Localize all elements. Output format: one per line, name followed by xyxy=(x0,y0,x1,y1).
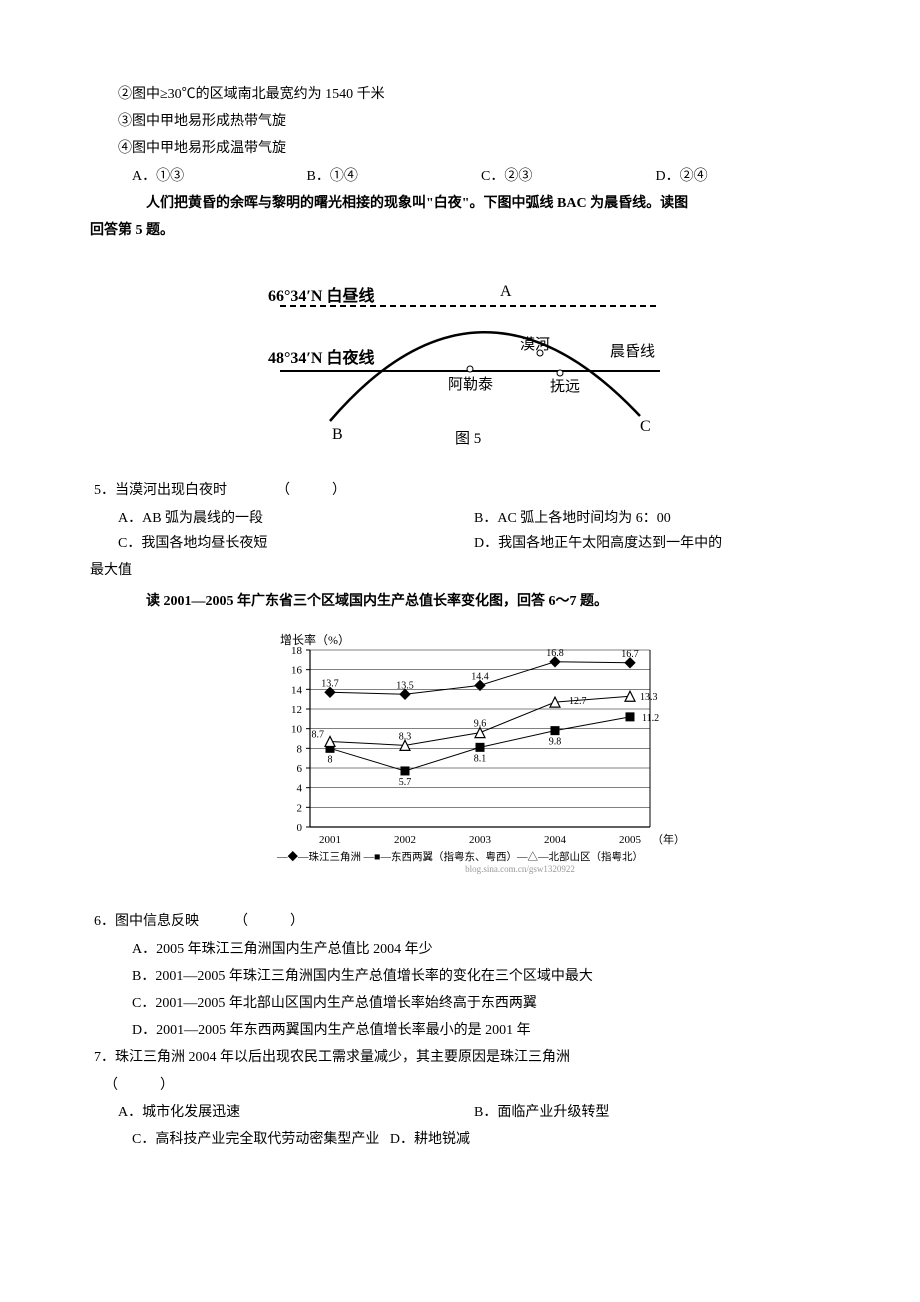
q6-opt-c: C．2001—2005 年北部山区国内生产总值增长率始终高于东西两翼 xyxy=(90,991,830,1016)
svg-text:8.1: 8.1 xyxy=(474,754,487,765)
fig5-caption: 图 5 xyxy=(455,430,481,447)
figure-5: 66°34′N 白昼线 48°34′N 白夜线 A B C 阿勒泰 漠河 抚远 … xyxy=(90,261,830,460)
q6-opt-a: A．2005 年珠江三角洲国内生产总值比 2004 年少 xyxy=(90,937,830,962)
svg-text:14.4: 14.4 xyxy=(471,672,489,683)
q5-opts-row2: C．我国各地均昼长夜短 D．我国各地正午太阳高度达到一年中的 xyxy=(90,531,830,556)
q5-stem: 5．当漠河出现白夜时 （ ） xyxy=(90,478,830,503)
frag-options-row: A．①③ B．①④ C．②③ D．②④ xyxy=(90,164,830,189)
svg-text:2005: 2005 xyxy=(619,834,642,846)
svg-text:12: 12 xyxy=(291,704,302,716)
svg-text:—◆—珠江三角洲 —■—东西两翼（指粤东、粤西）—△—北部山: —◆—珠江三角洲 —■—东西两翼（指粤东、粤西）—△—北部山区（指粤北） xyxy=(276,850,643,863)
svg-text:4: 4 xyxy=(297,783,303,795)
q7-opt-a: A．城市化发展迅速 xyxy=(90,1100,474,1125)
svg-text:16.8: 16.8 xyxy=(546,648,564,659)
svg-text:13.3: 13.3 xyxy=(640,692,658,703)
frag-opt-b: B．①④ xyxy=(307,164,482,189)
svg-text:8: 8 xyxy=(297,744,303,756)
q7-stem: 7．珠江三角洲 2004 年以后出现农民工需求量减少，其主要原因是珠江三角洲 xyxy=(90,1045,830,1070)
chart-svg: 增长率（%）0246810121416182001200220032004200… xyxy=(240,632,680,882)
q5-opt-b: B．AC 弧上各地时间均为 6：00 xyxy=(474,506,830,531)
fig5-lat-top: 66°34′N 白昼线 xyxy=(268,286,374,305)
fig5-mohe: 漠河 xyxy=(520,336,550,353)
q5-intro-line2: 回答第 5 题。 xyxy=(90,218,830,243)
q67-intro: 读 2001—2005 年广东省三个区域国内生产总值长率变化图，回答 6～7 题… xyxy=(90,589,830,614)
svg-text:18: 18 xyxy=(291,645,303,657)
frag-line-3: ③图中甲地易形成热带气旋 xyxy=(90,109,830,134)
svg-text:13.7: 13.7 xyxy=(321,679,339,690)
frag-opt-c: C．②③ xyxy=(481,164,656,189)
q5-opt-d: D．我国各地正午太阳高度达到一年中的 xyxy=(474,531,830,556)
svg-text:blog.sina.com.cn/gsw1320922: blog.sina.com.cn/gsw1320922 xyxy=(465,864,575,874)
svg-text:2003: 2003 xyxy=(469,834,492,846)
frag-line-2: ②图中≥30℃的区域南北最宽约为 1540 千米 xyxy=(90,82,830,107)
frag-line-4: ④图中甲地易形成温带气旋 xyxy=(90,136,830,161)
svg-text:11.2: 11.2 xyxy=(642,713,659,724)
q7-paren: （ ） xyxy=(90,1073,830,1098)
q5-opts-row1: A．AB 弧为晨线的一段 B．AC 弧上各地时间均为 6：00 xyxy=(90,506,830,531)
chart-figure: 增长率（%）0246810121416182001200220032004200… xyxy=(90,632,830,891)
q5-intro-line1: 人们把黄昏的余晖与黎明的曙光相接的现象叫"白夜"。下图中弧线 BAC 为晨昏线。… xyxy=(90,191,830,216)
svg-text:2001: 2001 xyxy=(319,834,341,846)
q5-opt-d-tail: 最大值 xyxy=(90,558,830,583)
figure-5-svg: 66°34′N 白昼线 48°34′N 白夜线 A B C 阿勒泰 漠河 抚远 … xyxy=(220,261,700,451)
q5-opt-a: A．AB 弧为晨线的一段 xyxy=(90,506,474,531)
fig5-A: A xyxy=(500,283,512,300)
fig5-fuyuan: 抚远 xyxy=(550,378,580,395)
q7-opts-row2: C．高科技产业完全取代劳动密集型产业 D．耕地锐减 xyxy=(90,1127,830,1152)
fig5-B: B xyxy=(332,426,343,443)
q6-opt-d: D．2001—2005 年东西两翼国内生产总值增长率最小的是 2001 年 xyxy=(90,1018,830,1043)
q7-opt-d: D．耕地锐减 xyxy=(390,1132,470,1147)
svg-text:13.5: 13.5 xyxy=(396,681,414,692)
svg-text:16.7: 16.7 xyxy=(621,649,639,660)
fig5-chenhun: 晨昏线 xyxy=(610,343,655,360)
svg-text:16: 16 xyxy=(291,665,303,677)
frag-opt-a: A．①③ xyxy=(132,164,307,189)
q6-opt-b: B．2001—2005 年珠江三角洲国内生产总值增长率的变化在三个区域中最大 xyxy=(90,964,830,989)
frag-opt-d: D．②④ xyxy=(656,164,831,189)
svg-text:（年）: （年） xyxy=(652,832,680,846)
svg-text:0: 0 xyxy=(297,822,303,834)
svg-text:12.7: 12.7 xyxy=(569,696,587,707)
svg-text:2: 2 xyxy=(297,803,303,815)
svg-text:2002: 2002 xyxy=(394,834,416,846)
fig5-aletai: 阿勒泰 xyxy=(448,376,493,393)
svg-text:9.8: 9.8 xyxy=(549,737,562,748)
q6-stem: 6．图中信息反映 （ ） xyxy=(90,909,830,934)
fig5-lat-bot: 48°34′N 白夜线 xyxy=(268,348,374,367)
svg-text:8: 8 xyxy=(328,755,333,766)
svg-text:6: 6 xyxy=(297,763,303,775)
q7-opt-c: C．高科技产业完全取代劳动密集型产业 xyxy=(132,1132,379,1147)
svg-text:2004: 2004 xyxy=(544,834,567,846)
svg-text:10: 10 xyxy=(291,724,303,736)
svg-text:14: 14 xyxy=(291,685,303,697)
q5-opt-c: C．我国各地均昼长夜短 xyxy=(90,531,474,556)
q7-opt-b: B．面临产业升级转型 xyxy=(474,1100,830,1125)
svg-text:5.7: 5.7 xyxy=(399,777,412,788)
svg-text:8.3: 8.3 xyxy=(399,732,412,743)
q7-opts-row1: A．城市化发展迅速 B．面临产业升级转型 xyxy=(90,1100,830,1125)
svg-text:8.7: 8.7 xyxy=(312,730,325,741)
fig5-C: C xyxy=(640,418,651,435)
svg-text:9.6: 9.6 xyxy=(474,719,487,730)
